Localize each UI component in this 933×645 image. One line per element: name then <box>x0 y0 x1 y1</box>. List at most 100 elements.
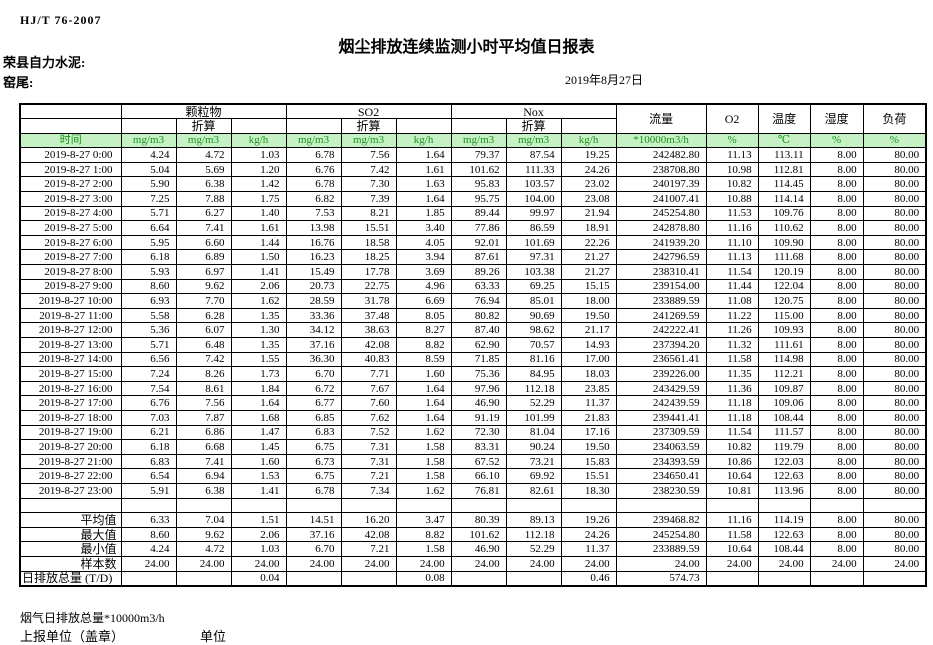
value-cell: 1.50 <box>230 249 287 266</box>
value-cell: 18.03 <box>560 366 617 382</box>
value-cell: 11.18 <box>705 395 759 411</box>
time-cell: 2019-8-27 6:00 <box>19 234 122 251</box>
value-cell: 22.26 <box>560 234 617 251</box>
unit-label: 单位 <box>200 629 227 644</box>
standard-code: HJ/T 76-2007 <box>20 13 102 27</box>
value-cell: 8.00 <box>809 322 864 338</box>
time-cell: 2019-8-27 14:00 <box>19 351 122 368</box>
value-cell: 1.35 <box>230 337 287 353</box>
value-cell: 16.76 <box>285 234 342 251</box>
value-cell: 6.56 <box>120 351 177 368</box>
value-cell: 8.00 <box>809 249 864 266</box>
value-cell: 5.71 <box>120 205 177 222</box>
value-cell: 7.42 <box>175 351 232 368</box>
value-cell: 24.00 <box>230 555 287 572</box>
value-cell: 7.41 <box>175 453 232 470</box>
value-cell: 31.78 <box>340 293 397 309</box>
value-cell: 15.51 <box>560 468 617 484</box>
value-cell <box>120 497 177 514</box>
value-cell: 6.77 <box>285 395 342 411</box>
value-cell: 11.16 <box>705 220 759 236</box>
value-cell: 1.58 <box>395 453 452 470</box>
value-cell: 7.21 <box>340 468 397 484</box>
value-cell: 24.00 <box>705 555 759 572</box>
time-cell: 2019-8-27 9:00 <box>19 278 122 295</box>
value-cell: 8.61 <box>175 380 232 397</box>
value-cell: 6.33 <box>120 512 177 528</box>
value-cell: 80.00 <box>862 249 927 266</box>
value-cell: 37.16 <box>285 526 342 543</box>
value-cell: 90.24 <box>505 439 562 455</box>
table-row: 2019-8-27 0:00 4.24 4.72 1.03 6.78 7.56 1.64 79… <box>19 147 927 163</box>
value-cell: 80.00 <box>862 176 927 193</box>
value-cell: 11.13 <box>705 147 759 163</box>
value-cell: 24.00 <box>505 555 562 572</box>
value-cell: 1.63 <box>395 176 452 193</box>
value-cell: 9.62 <box>175 278 232 295</box>
value-cell: 1.68 <box>230 409 287 426</box>
value-cell: 13.98 <box>285 220 342 236</box>
value-cell: 76.94 <box>450 293 507 309</box>
value-cell: 8.60 <box>120 278 177 295</box>
time-cell: 2019-8-27 13:00 <box>19 337 122 353</box>
value-cell: 1.44 <box>230 234 287 251</box>
value-cell <box>757 497 811 514</box>
time-cell: 2019-8-27 3:00 <box>19 191 122 207</box>
value-cell: 240197.39 <box>615 176 707 193</box>
blank-cell <box>450 118 507 134</box>
value-cell: 6.83 <box>285 424 342 441</box>
time-cell: 2019-8-27 11:00 <box>19 307 122 324</box>
value-cell: 80.00 <box>862 264 927 280</box>
unit-cell: mg/m3 <box>340 132 397 149</box>
value-cell: 80.00 <box>862 380 927 397</box>
reporting-unit-label: 上报单位（盖章） <box>20 629 125 644</box>
value-cell: 24.26 <box>560 526 617 543</box>
value-cell: 1.58 <box>395 468 452 484</box>
value-cell: 18.30 <box>560 482 617 499</box>
time-cell: 2019-8-27 17:00 <box>19 395 122 411</box>
value-cell: 98.62 <box>505 322 562 338</box>
value-cell: 8.21 <box>340 205 397 222</box>
value-cell: 97.31 <box>505 249 562 266</box>
table-row: 2019-8-27 2:00 5.90 6.38 1.42 6.78 7.30 1.63 95… <box>19 176 927 193</box>
value-cell: 242439.59 <box>615 395 707 411</box>
value-cell: 111.57 <box>757 424 811 441</box>
blank-cell <box>120 118 177 134</box>
unit-cell: mg/m3 <box>120 132 177 149</box>
value-cell: 4.72 <box>175 147 232 163</box>
value-cell: 21.94 <box>560 205 617 222</box>
value-cell: 85.01 <box>505 293 562 309</box>
value-cell: 6.07 <box>175 322 232 338</box>
value-cell: 1.61 <box>230 220 287 236</box>
value-cell: 24.00 <box>560 555 617 572</box>
value-cell: 28.59 <box>285 293 342 309</box>
value-cell: 5.93 <box>120 264 177 280</box>
value-cell: 122.63 <box>757 526 811 543</box>
value-cell: 80.00 <box>862 439 927 455</box>
value-cell: 95.75 <box>450 191 507 207</box>
value-cell: 17.16 <box>560 424 617 441</box>
value-cell: 80.00 <box>862 409 927 426</box>
value-cell: 80.00 <box>862 220 927 236</box>
flue-gas-total-note: 烟气日排放总量*10000m3/h <box>20 611 165 625</box>
value-cell: 80.00 <box>862 424 927 441</box>
value-cell: 11.35 <box>705 366 759 382</box>
value-cell: 11.54 <box>705 264 759 280</box>
company-name: 荣县自力水泥: <box>3 55 86 70</box>
value-cell: 11.26 <box>705 322 759 338</box>
value-cell: 242482.80 <box>615 147 707 163</box>
value-cell: 6.60 <box>175 234 232 251</box>
value-cell: 76.81 <box>450 482 507 499</box>
value-cell: 6.48 <box>175 337 232 353</box>
value-cell <box>340 497 397 514</box>
value-cell: 7.52 <box>340 424 397 441</box>
value-cell: 89.13 <box>505 512 562 528</box>
value-cell <box>705 497 759 514</box>
value-cell: 2.06 <box>230 526 287 543</box>
blank-cell <box>19 118 122 134</box>
time-cell: 2019-8-27 12:00 <box>19 322 122 338</box>
value-cell: 109.06 <box>757 395 811 411</box>
value-cell: 40.83 <box>340 351 397 368</box>
value-cell: 1.62 <box>395 424 452 441</box>
